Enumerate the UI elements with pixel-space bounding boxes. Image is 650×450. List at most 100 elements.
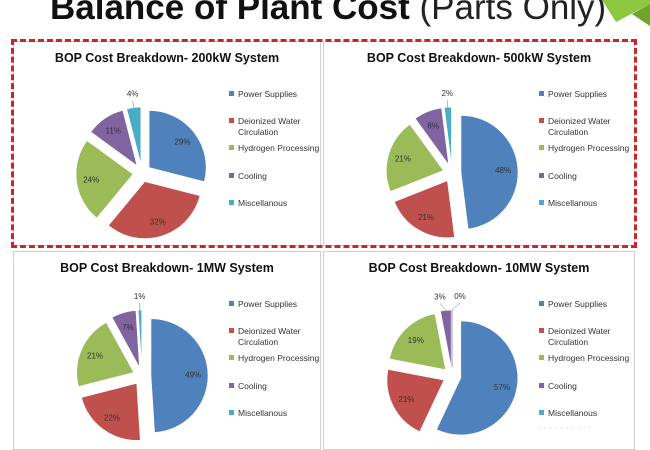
- legend-label-cooling: Cooling: [238, 381, 267, 391]
- legend-label-power-supplies: Power Supplies: [548, 89, 607, 99]
- data-label-miscellanous: 0%: [454, 292, 466, 301]
- legend-label-hydrogen-processing: Hydrogen Processing: [238, 143, 320, 153]
- data-label-hydrogen-processing: 21%: [395, 155, 411, 164]
- legend-swatch-hydrogen-processing: [229, 145, 234, 150]
- legend-label-power-supplies: Power Supplies: [548, 299, 607, 309]
- legend-label-miscellanous: Miscellanous: [238, 408, 287, 418]
- data-label-hydrogen-processing: 19%: [408, 336, 424, 345]
- data-label-miscellanous: 4%: [127, 90, 139, 99]
- legend-swatch-power-supplies: [229, 301, 234, 306]
- pie-chart-500kw: BOP Cost Breakdown- 500kW System 48% 21% 21…: [367, 51, 630, 239]
- chart-title: BOP Cost Breakdown- 1MW System: [60, 261, 274, 275]
- legend-label-deionized-water: Deionized Water: [238, 326, 301, 336]
- legend-label-cooling: Cooling: [548, 171, 577, 181]
- pie-slice-cooling: [111, 310, 140, 368]
- legend-swatch-miscellanous: [229, 200, 234, 205]
- legend-swatch-cooling: [229, 173, 234, 178]
- chart-panel-1mw: BOP Cost Breakdown- 1MW System 49% 22% 21% 7…: [13, 251, 321, 450]
- legend-swatch-power-supplies: [539, 301, 544, 306]
- data-label-power-supplies: 29%: [174, 138, 190, 147]
- pie-slice-miscellanous: [443, 106, 452, 165]
- chart-title: BOP Cost Breakdown- 200kW System: [55, 51, 279, 65]
- legend-label-deionized-water: Circulation: [238, 127, 278, 137]
- slide-title-bold: Balance of Plant Cost: [50, 0, 410, 27]
- data-label-miscellanous: 2%: [442, 89, 454, 98]
- legend-label-cooling: Cooling: [238, 171, 267, 181]
- data-label-cooling: 11%: [106, 127, 121, 136]
- pie-slice-hydrogen-processing: [76, 322, 135, 387]
- legend-label-deionized-water: Deionized Water: [238, 116, 301, 126]
- pie-chart-10mw: BOP Cost Breakdown- 10MW System 57% 21% 19%…: [369, 261, 630, 436]
- legend-label-hydrogen-processing: Hydrogen Processing: [548, 353, 630, 363]
- legend-swatch-cooling: [229, 383, 234, 388]
- slide-title: Balance of Plant Cost (Parts Only): [50, 0, 606, 28]
- leader-line: [447, 100, 449, 108]
- chart-panel-10mw: BOP Cost Breakdown- 10MW System 57% 21% 19%…: [323, 251, 635, 450]
- pie-slice-power-supplies: [150, 318, 209, 433]
- data-label-power-supplies: 48%: [495, 166, 511, 175]
- pie-slice-deionized-water: [386, 369, 445, 433]
- legend-label-hydrogen-processing: Hydrogen Processing: [548, 143, 630, 153]
- pie-slice-deionized-water: [81, 382, 141, 441]
- data-label-deionized-water: 22%: [104, 413, 120, 422]
- leader-line: [439, 303, 446, 311]
- legend-label-deionized-water: Deionized Water: [548, 116, 611, 126]
- data-label-power-supplies: 49%: [185, 370, 201, 379]
- legend-label-miscellanous: Miscellanous: [548, 198, 597, 208]
- data-label-cooling: 8%: [427, 121, 439, 130]
- slide-title-bar: Balance of Plant Cost (Parts Only): [0, 0, 650, 38]
- legend-swatch-power-supplies: [229, 91, 234, 96]
- pie-slice-hydrogen-processing: [75, 140, 134, 219]
- data-label-deionized-water: 21%: [398, 395, 414, 404]
- legend-swatch-miscellanous: [539, 200, 544, 205]
- chart-title: BOP Cost Breakdown- 10MW System: [369, 261, 590, 275]
- legend-swatch-deionized-water: [539, 328, 544, 333]
- legend-label-cooling: Cooling: [548, 381, 577, 391]
- legend-label-miscellanous: Miscellanous: [548, 408, 597, 418]
- legend-swatch-cooling: [539, 173, 544, 178]
- pie-slice-deionized-water: [108, 181, 201, 239]
- pie-slice-hydrogen-processing: [389, 313, 447, 371]
- legend-label-deionized-water: Deionized Water: [548, 326, 611, 336]
- legend-label-miscellanous: Miscellanous: [238, 198, 287, 208]
- leader-line: [132, 100, 134, 108]
- legend-swatch-cooling: [539, 383, 544, 388]
- data-label-cooling: 3%: [434, 292, 446, 301]
- legend-label-power-supplies: Power Supplies: [238, 299, 297, 309]
- legend-swatch-deionized-water: [229, 328, 234, 333]
- slide-title-light: (Parts Only): [409, 0, 607, 27]
- data-label-hydrogen-processing: 24%: [83, 175, 99, 184]
- pie-slice-hydrogen-processing: [386, 123, 444, 192]
- legend-swatch-deionized-water: [229, 118, 234, 123]
- data-label-deionized-water: 32%: [150, 218, 166, 227]
- leader-line: [451, 302, 461, 311]
- legend-label-deionized-water: Circulation: [548, 127, 588, 137]
- legend-swatch-miscellanous: [539, 410, 544, 415]
- legend-swatch-power-supplies: [539, 91, 544, 96]
- legend-label-power-supplies: Power Supplies: [238, 89, 297, 99]
- legend-swatch-miscellanous: [229, 410, 234, 415]
- legend-swatch-hydrogen-processing: [229, 355, 234, 360]
- legend-swatch-hydrogen-processing: [539, 145, 544, 150]
- chart-panel-500kw: BOP Cost Breakdown- 500kW System 48% 21% 21…: [323, 41, 635, 246]
- pie-slice-cooling: [90, 109, 138, 167]
- decorative-dots: · · · · · · · · · ·: [538, 425, 592, 431]
- pie-slice-power-supplies: [148, 110, 207, 183]
- data-label-miscellanous: 1%: [134, 292, 146, 301]
- data-label-cooling: 7%: [122, 323, 134, 332]
- legend-label-deionized-water: Circulation: [238, 337, 278, 347]
- pie-chart-200kw: BOP Cost Breakdown- 200kW System 29% 32% 24…: [55, 51, 320, 239]
- data-label-hydrogen-processing: 21%: [87, 352, 103, 361]
- chart-panel-200kw: BOP Cost Breakdown- 200kW System 29% 32% 24…: [13, 41, 321, 246]
- pie-slice-cooling: [414, 107, 449, 165]
- pie-chart-1mw: BOP Cost Breakdown- 1MW System 49% 22% 21% 7…: [60, 261, 320, 441]
- legend-swatch-deionized-water: [539, 118, 544, 123]
- legend-label-hydrogen-processing: Hydrogen Processing: [238, 353, 320, 363]
- chart-title: BOP Cost Breakdown- 500kW System: [367, 51, 591, 65]
- pie-slice-deionized-water: [394, 180, 455, 239]
- pie-slice-miscellanous: [126, 106, 142, 165]
- legend-swatch-hydrogen-processing: [539, 355, 544, 360]
- data-label-deionized-water: 21%: [418, 213, 434, 222]
- corner-accent-shape: [602, 0, 650, 26]
- data-label-power-supplies: 57%: [494, 383, 510, 392]
